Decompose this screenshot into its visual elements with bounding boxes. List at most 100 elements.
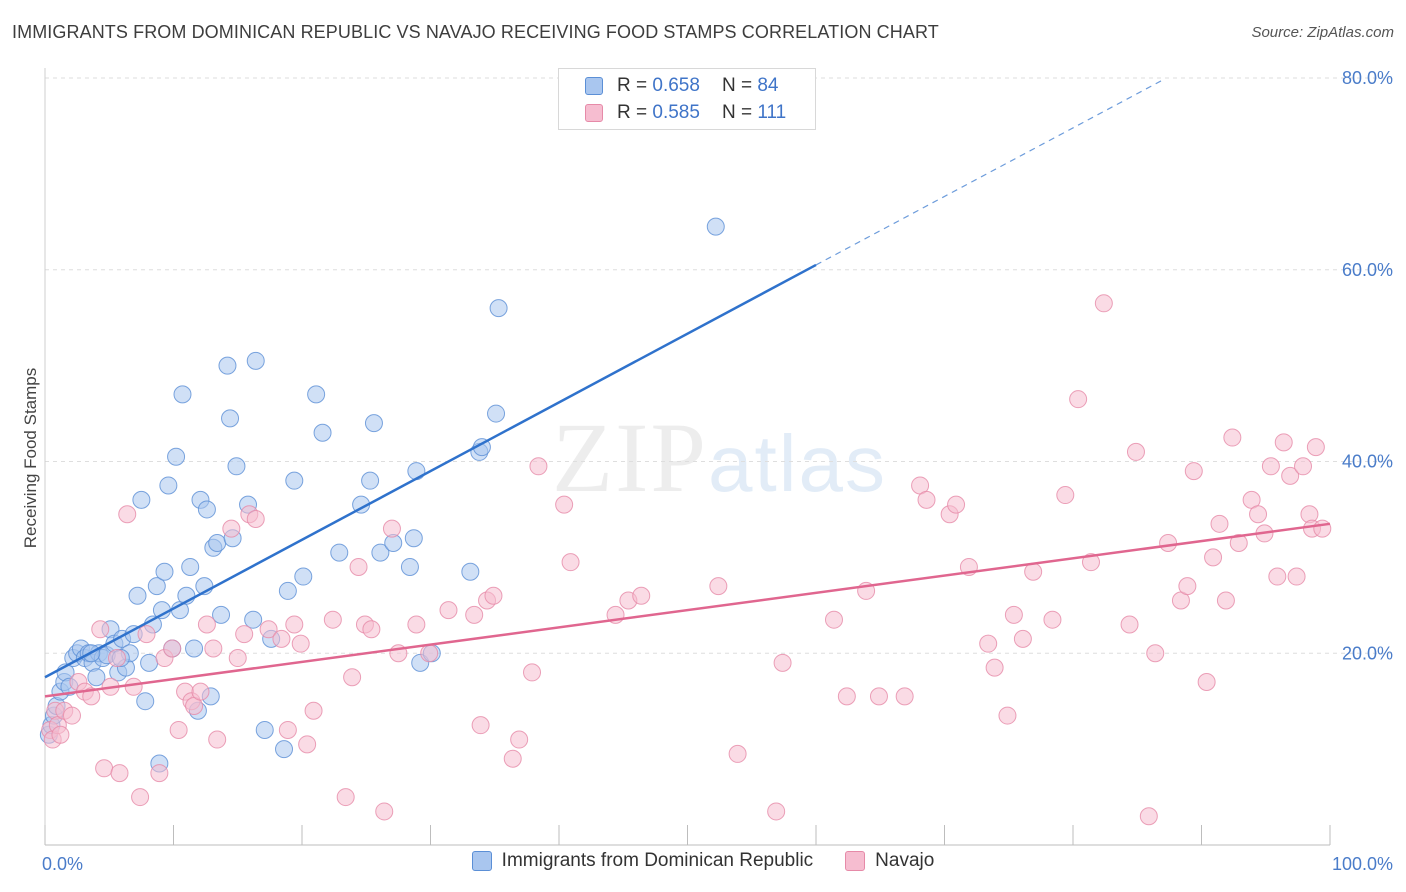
legend-item-dominican: Immigrants from Dominican Republic <box>471 850 814 872</box>
point-dominican <box>155 562 174 581</box>
point-navajo <box>204 639 223 658</box>
point-navajo <box>1274 433 1293 452</box>
point-navajo <box>1313 519 1332 538</box>
point-navajo <box>382 519 401 538</box>
point-navajo <box>246 510 265 529</box>
point-navajo <box>407 615 426 634</box>
point-navajo <box>947 495 966 514</box>
point-dominican <box>706 217 725 236</box>
point-navajo <box>137 625 156 644</box>
point-navajo <box>222 519 241 538</box>
point-dominican <box>255 720 274 739</box>
point-navajo <box>555 495 574 514</box>
correlation-legend: R = 0.658 N = 84 R = 0.585 N = 111 <box>558 68 816 130</box>
trend-line-dominican-extension <box>815 79 1164 266</box>
point-navajo <box>895 687 914 706</box>
point-navajo <box>304 701 323 720</box>
point-navajo <box>869 687 888 706</box>
point-dominican <box>221 409 240 428</box>
point-navajo <box>1204 548 1223 567</box>
point-navajo <box>523 663 542 682</box>
point-navajo <box>259 620 278 639</box>
point-navajo <box>1281 466 1300 485</box>
point-dominican <box>87 668 106 687</box>
point-dominican <box>208 533 227 552</box>
legend-label-dominican: Immigrants from Dominican Republic <box>501 850 814 871</box>
y-tick-label: 80.0% <box>1342 68 1393 88</box>
legend-swatch-blue <box>471 851 492 871</box>
y-tick-label: 20.0% <box>1342 643 1393 663</box>
legend-n-value: 84 <box>757 75 779 96</box>
point-navajo <box>1210 514 1229 533</box>
point-navajo <box>191 682 210 701</box>
point-navajo <box>298 735 317 754</box>
legend-item-navajo: Navajo <box>845 850 934 872</box>
point-navajo <box>1249 505 1268 524</box>
legend-n-label: N = <box>721 75 753 96</box>
point-navajo <box>824 610 843 629</box>
y-tick-label: 60.0% <box>1342 260 1393 280</box>
trend-line-navajo <box>44 522 1331 698</box>
point-navajo <box>773 653 792 672</box>
trend-line-dominican <box>44 263 817 679</box>
point-navajo <box>837 687 856 706</box>
point-navajo <box>1159 533 1178 552</box>
point-navajo <box>1139 807 1158 826</box>
point-navajo <box>1294 457 1313 476</box>
point-dominican <box>371 543 390 562</box>
point-navajo <box>985 658 1004 677</box>
point-navajo <box>529 457 548 476</box>
legend-row-dominican: R = 0.658 N = 84 <box>585 73 778 99</box>
source-label: Source: ZipAtlas.com <box>1251 24 1394 41</box>
point-navajo <box>1043 610 1062 629</box>
point-dominican <box>407 462 426 481</box>
point-dominican <box>136 692 155 711</box>
point-navajo <box>767 802 786 821</box>
series-legend: Immigrants from Dominican Republic Navaj… <box>0 850 1406 872</box>
point-navajo <box>375 802 394 821</box>
x-tick-label: 0.0% <box>42 854 83 874</box>
point-navajo <box>285 615 304 634</box>
point-navajo <box>118 505 137 524</box>
point-dominican <box>218 356 237 375</box>
point-navajo <box>1146 644 1165 663</box>
point-navajo <box>1287 567 1306 586</box>
point-navajo <box>471 716 490 735</box>
point-dominican <box>147 577 166 596</box>
point-dominican <box>489 299 508 318</box>
point-dominican <box>132 490 151 509</box>
point-dominican <box>487 404 506 423</box>
point-navajo <box>561 553 580 572</box>
point-dominican <box>275 740 294 759</box>
point-navajo <box>1056 486 1075 505</box>
legend-swatch-blue <box>585 77 603 95</box>
legend-n-value: 111 <box>757 102 787 123</box>
point-navajo <box>484 586 503 605</box>
point-navajo <box>503 749 522 768</box>
point-navajo <box>1120 615 1139 634</box>
legend-r-label: R = <box>617 102 648 123</box>
point-navajo <box>107 649 126 668</box>
point-navajo <box>1197 673 1216 692</box>
point-navajo <box>1069 390 1088 409</box>
point-navajo <box>82 687 101 706</box>
point-navajo <box>632 586 651 605</box>
point-navajo <box>1094 294 1113 313</box>
point-navajo <box>163 639 182 658</box>
point-navajo <box>1024 562 1043 581</box>
point-dominican <box>313 423 332 442</box>
point-dominican <box>364 414 383 433</box>
point-navajo <box>362 620 381 639</box>
watermark-atlas: atlas <box>708 419 887 508</box>
point-navajo <box>91 620 110 639</box>
point-navajo <box>998 706 1017 725</box>
point-navajo <box>278 720 297 739</box>
point-dominican <box>278 581 297 600</box>
point-dominican <box>246 351 265 370</box>
point-navajo <box>709 577 728 596</box>
point-navajo <box>979 634 998 653</box>
grid-lines <box>45 77 1392 654</box>
point-dominican <box>181 557 200 576</box>
point-navajo <box>1261 457 1280 476</box>
